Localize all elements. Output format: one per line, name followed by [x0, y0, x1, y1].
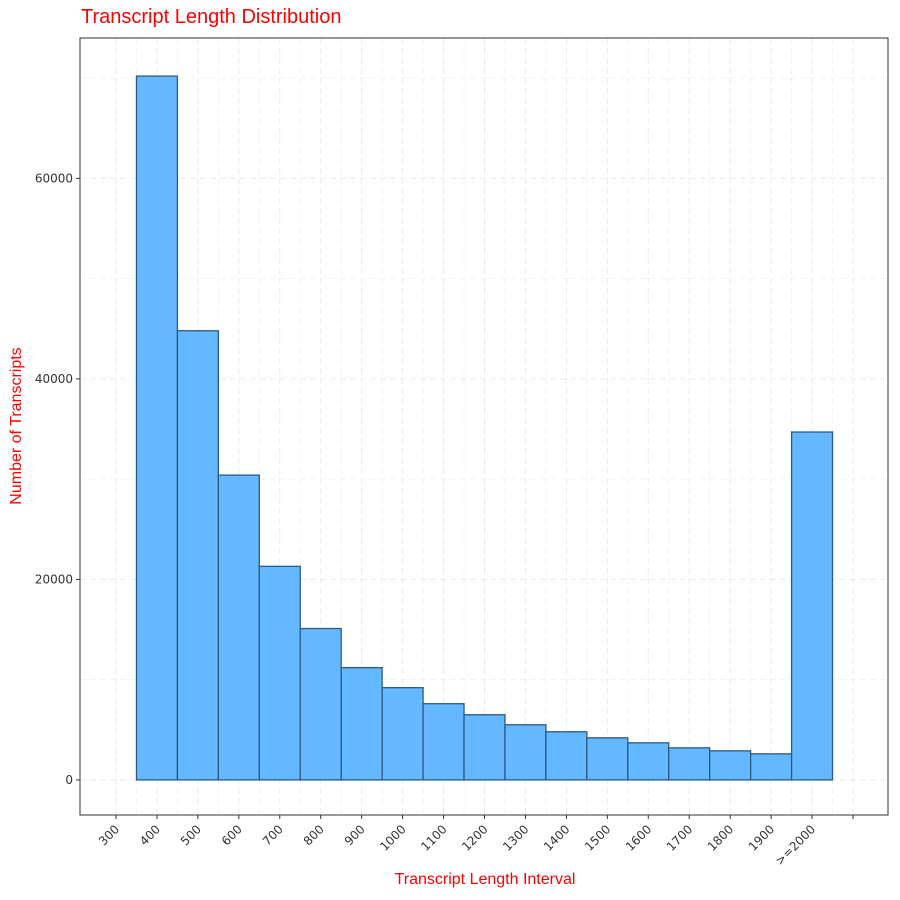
bar-800: [299, 627, 342, 781]
x-tick-label: 1600: [623, 822, 654, 853]
bar-1700: [668, 747, 711, 781]
bars: [135, 75, 834, 781]
y-tick-label: 0: [65, 773, 73, 787]
x-tick-label: 1700: [664, 822, 695, 853]
x-tick-label: 800: [301, 822, 327, 848]
x-tick-label: 1900: [746, 822, 777, 853]
x-tick-label: 500: [178, 822, 204, 848]
bar-1500: [586, 737, 629, 781]
bar-400: [135, 75, 179, 781]
bar-1300: [504, 724, 547, 781]
bar-600: [217, 474, 260, 781]
bar-700: [258, 565, 301, 781]
x-tick-label: 1100: [418, 822, 449, 853]
bar-1100: [422, 703, 465, 781]
x-tick-label: 1800: [705, 822, 736, 853]
bar-1600: [627, 742, 670, 781]
y-axis-ticks: 0 20000 40000 60000: [35, 171, 80, 787]
x-axis-label: Transcript Length Interval: [394, 871, 576, 888]
x-tick-label: 900: [342, 822, 368, 848]
x-tick-label: 1500: [582, 822, 613, 853]
x-tick-label: 700: [260, 822, 286, 848]
x-tick-label: 600: [219, 822, 245, 848]
x-axis-ticks: 300 400 500 600 700 800 900 1000 1100 1200 1300 140…: [96, 815, 854, 868]
y-tick-label: 20000: [35, 572, 73, 586]
bar-500: [176, 330, 220, 781]
bar-1900: [749, 753, 793, 781]
x-tick-label: 1000: [377, 822, 408, 853]
bar-900: [340, 666, 383, 781]
bar-1200: [463, 714, 506, 781]
bar-1400: [545, 731, 588, 781]
y-tick-label: 60000: [35, 171, 73, 185]
bar->=2000: [790, 431, 834, 781]
x-tick-label: 1200: [459, 822, 490, 853]
bar-1800: [709, 750, 752, 781]
chart-title: Transcript Length Distribution: [81, 6, 342, 28]
x-tick-label: 1400: [541, 822, 572, 853]
x-tick-label: 300: [96, 822, 122, 848]
x-tick-label: 1300: [500, 822, 531, 853]
x-tick-label: 400: [137, 822, 163, 848]
bar-1000: [381, 687, 424, 781]
y-tick-label: 40000: [35, 372, 73, 386]
x-tick-label: >=2000: [772, 822, 818, 868]
